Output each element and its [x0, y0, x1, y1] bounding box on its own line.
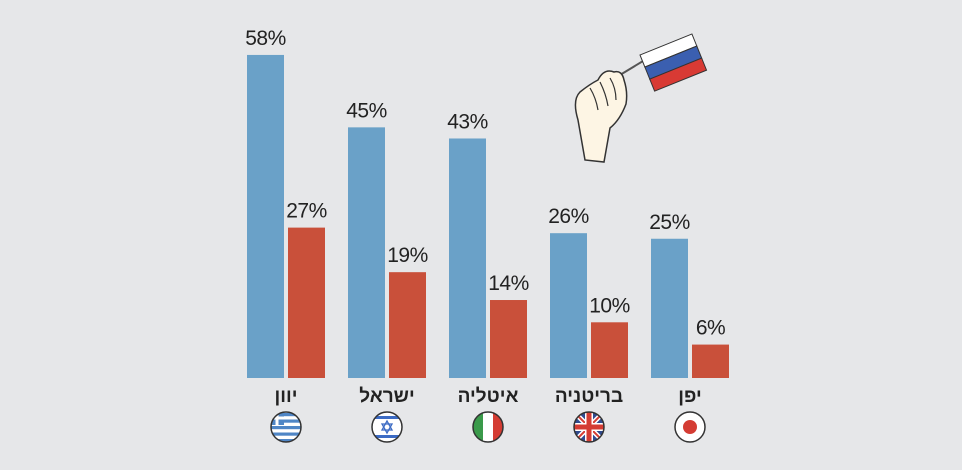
bar	[591, 322, 628, 378]
bar	[348, 127, 385, 378]
flag-icon	[573, 411, 605, 443]
flag-ring	[472, 411, 504, 443]
value-label: 26%	[548, 205, 589, 228]
flag-part	[271, 439, 301, 442]
bar	[449, 138, 486, 378]
value-label: 10%	[589, 294, 630, 317]
flag-ring	[573, 411, 605, 443]
x-tick-label: יוון	[275, 386, 298, 407]
value-label: 45%	[346, 99, 387, 122]
flag-part	[271, 416, 284, 420]
value-label: 27%	[286, 200, 327, 223]
flag-part	[372, 435, 402, 438]
flag	[473, 412, 503, 442]
bar	[651, 238, 688, 378]
value-label: 19%	[387, 244, 428, 267]
flag-ring	[674, 411, 706, 443]
bar	[247, 54, 284, 378]
flag	[675, 412, 705, 442]
flag-part	[683, 420, 697, 434]
flag-part	[271, 426, 301, 430]
x-tick-label: בריטניה	[555, 386, 623, 407]
value-label: 14%	[488, 272, 529, 295]
flag-icon	[472, 411, 504, 443]
x-tick-label: ישראל	[359, 386, 414, 407]
x-tick-label: יפן	[678, 386, 701, 407]
bar	[288, 227, 325, 378]
bar	[389, 272, 426, 378]
value-label: 25%	[649, 211, 690, 234]
flag-part	[271, 413, 301, 417]
flag-ring	[371, 411, 403, 443]
flag-ring	[270, 411, 302, 443]
flag-part	[473, 412, 483, 442]
flag-part	[483, 412, 493, 442]
flag	[372, 412, 402, 442]
x-tick-label: איטליה	[458, 386, 519, 407]
value-label: 6%	[696, 317, 725, 340]
bar	[550, 233, 587, 378]
flag-icon	[674, 411, 706, 443]
flag-part	[380, 419, 394, 435]
flag-part	[271, 432, 301, 436]
flag-icon	[371, 411, 403, 443]
bar	[490, 300, 527, 378]
bar	[692, 344, 729, 378]
flag-part	[372, 416, 402, 419]
value-label: 43%	[447, 110, 488, 133]
flag-part	[586, 412, 592, 442]
hand-with-flag	[574, 33, 708, 163]
flag-part	[271, 419, 301, 423]
value-label: 58%	[245, 27, 286, 50]
flag-part	[493, 412, 503, 442]
